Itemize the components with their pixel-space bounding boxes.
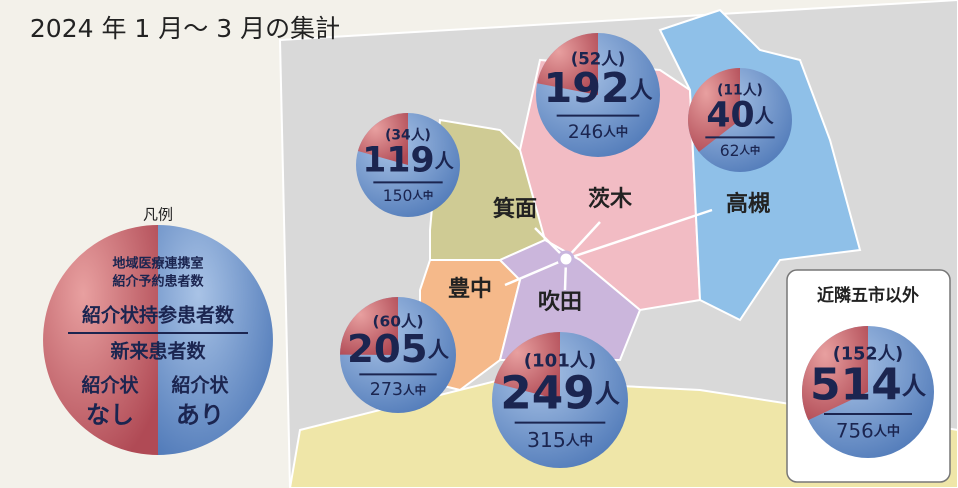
registered-count: (34人) — [385, 128, 431, 144]
total-value: 273 — [370, 380, 403, 400]
city-label: 吹田 — [538, 289, 582, 315]
total-count: 246人中 — [568, 122, 628, 143]
total-unit: 人中 — [740, 144, 761, 157]
referred-value: 249 — [500, 366, 595, 419]
referred-count: 40人 — [706, 96, 774, 136]
city-label: 茨木 — [588, 187, 633, 212]
city-label: 豊中 — [448, 276, 492, 302]
legend-title: 凡例 — [143, 206, 173, 224]
total-count: 273人中 — [370, 380, 426, 400]
legend-registered: 地域医療連携室 — [112, 256, 203, 272]
registered-count: (11人) — [717, 83, 763, 99]
city-label: 箕面 — [493, 196, 537, 222]
total-value: 315 — [527, 428, 566, 452]
unit: 人 — [595, 379, 620, 408]
total-count: 62人中 — [720, 142, 761, 160]
registered-count: (152人) — [833, 344, 903, 365]
referred-value: 514 — [810, 360, 902, 411]
referred-count: 192人 — [544, 64, 653, 112]
legend-with: 紹介状 — [171, 374, 229, 397]
unit: 人 — [902, 373, 927, 401]
bubble-red — [537, 33, 598, 95]
legend-blue — [158, 225, 273, 455]
legend-referred: 紹介状持参患者数 — [82, 304, 235, 327]
legend-registered: 紹介予約患者数 — [112, 274, 204, 290]
referred-value: 192 — [544, 64, 630, 112]
referred-count: 514人 — [810, 360, 927, 411]
bubble-red — [340, 297, 398, 355]
referred-value: 119 — [362, 141, 434, 181]
bubble-red — [801, 326, 868, 421]
total-value: 62 — [720, 142, 740, 160]
total-unit: 人中 — [874, 423, 900, 440]
bubble: (11人)40人 62人中 — [688, 68, 792, 172]
center-marker — [557, 250, 575, 268]
registered-count: (52人) — [571, 49, 626, 68]
total-unit: 人中 — [566, 432, 593, 449]
unit: 人 — [428, 338, 450, 363]
legend-without: 紹介状 — [81, 374, 139, 397]
legend-without: なし — [86, 401, 134, 429]
referred-count: 119人 — [362, 141, 454, 181]
legend-with: あり — [176, 401, 224, 429]
referred-value: 40 — [706, 96, 754, 136]
unit: 人 — [630, 77, 653, 103]
unit: 人 — [435, 150, 455, 172]
outside-title: 近隣五市以外 — [817, 285, 919, 306]
legend-red — [43, 225, 158, 455]
total-unit: 人中 — [412, 189, 433, 202]
city-label: 高槻 — [726, 191, 770, 217]
legend-total: 新来患者数 — [110, 340, 206, 363]
referred-count: 205人 — [347, 327, 450, 372]
total-unit: 人中 — [403, 382, 426, 396]
referred-value: 205 — [347, 327, 428, 372]
referred-count: 249人 — [500, 366, 620, 419]
title: 2024 年 1 月～ 3 月の集計 — [30, 14, 340, 43]
total-count: 150人中 — [383, 187, 434, 205]
legend: 凡例 地域医療連携室 紹介予約患者数 紹介状持参患者数 新来患者数 紹介状 なし… — [43, 206, 273, 455]
bubble-red — [688, 68, 740, 152]
registered-count: (101人) — [524, 350, 597, 371]
total-count: 756人中 — [836, 419, 900, 442]
total-unit: 人中 — [603, 124, 628, 139]
total-count: 315人中 — [527, 428, 593, 452]
unit: 人 — [755, 105, 775, 127]
bubble-red — [357, 113, 408, 165]
registered-count: (60人) — [372, 313, 423, 331]
bubble-red — [494, 332, 560, 400]
total-value: 150 — [383, 187, 413, 205]
total-value: 246 — [568, 122, 604, 143]
total-value: 756 — [836, 419, 874, 442]
